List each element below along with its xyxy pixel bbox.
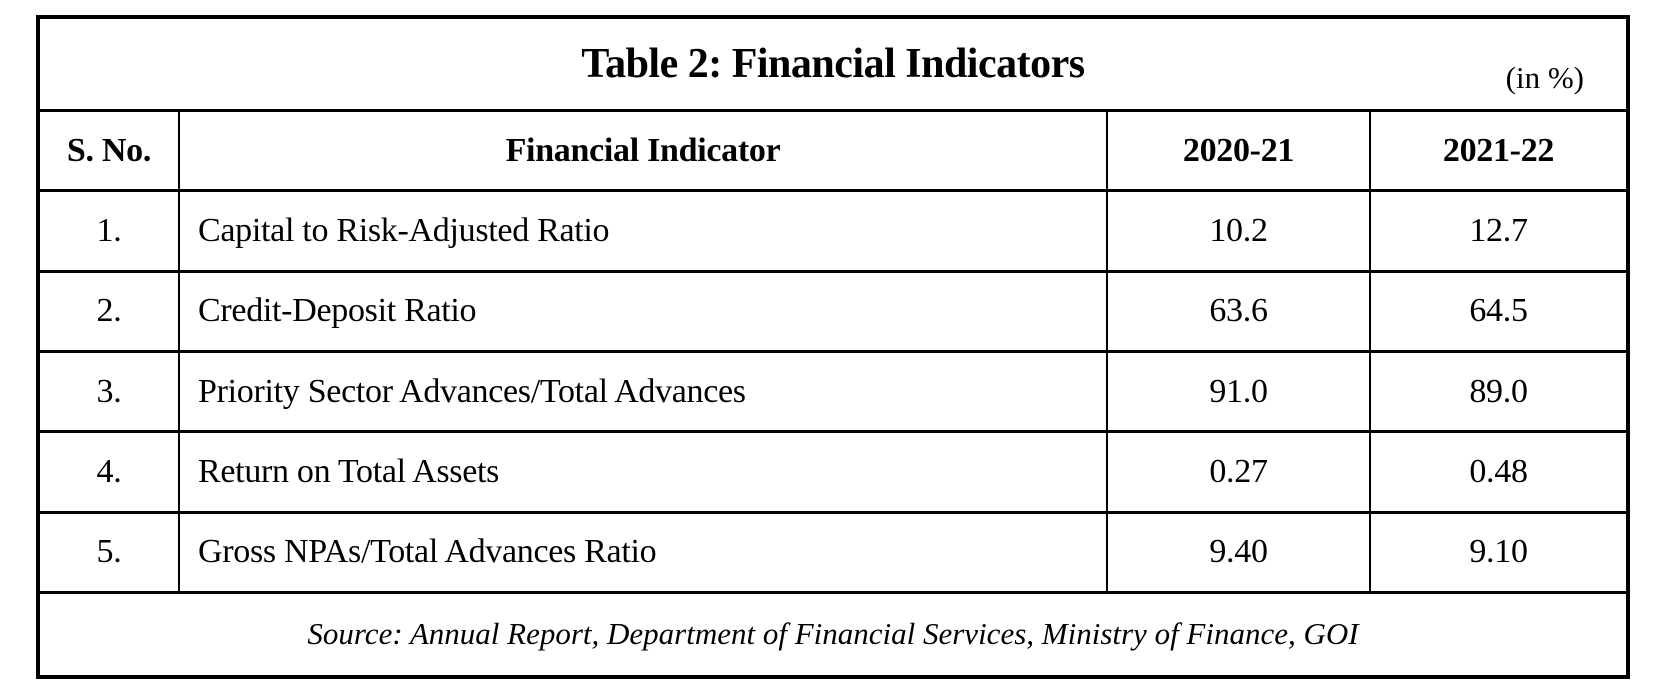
row-sno: 2. xyxy=(40,272,180,350)
row-sno: 4. xyxy=(40,433,180,511)
row-value-2020-21: 63.6 xyxy=(1108,272,1371,350)
column-header-2021-22: 2021-22 xyxy=(1442,131,1555,169)
table-title: Table 2: Financial Indicators xyxy=(581,41,1085,87)
row-indicator: Gross NPAs/Total Advances Ratio xyxy=(180,513,1108,591)
row-indicator: Capital to Risk-Adjusted Ratio xyxy=(180,192,1108,270)
row-indicator: Return on Total Assets xyxy=(180,433,1108,511)
table-header-row: S. No. Financial Indicator 2020-21 2021-… xyxy=(40,112,1626,193)
row-sno: 1. xyxy=(40,192,180,270)
column-header-2020-21: 2020-21 xyxy=(1108,112,1371,190)
row-value-2021-22: 12.7 xyxy=(1469,211,1528,249)
table-row: 2. Credit-Deposit Ratio 63.6 64.5 xyxy=(40,272,1626,353)
row-value-2020-21: 9.40 xyxy=(1108,513,1371,591)
row-value-2020-21: 0.27 xyxy=(1108,433,1371,511)
table-row: 5. Gross NPAs/Total Advances Ratio 9.40 … xyxy=(40,513,1626,594)
row-value-2020-21: 10.2 xyxy=(1108,192,1371,270)
row-indicator: Credit-Deposit Ratio xyxy=(180,272,1108,350)
row-value-2021-22: 9.10 xyxy=(1469,533,1528,571)
source-note: Source: Annual Report, Department of Fin… xyxy=(307,616,1359,652)
table-row: 3. Priority Sector Advances/Total Advanc… xyxy=(40,352,1626,434)
row-sno: 5. xyxy=(40,513,180,591)
column-header-indicator: Financial Indicator xyxy=(180,112,1108,190)
row-value-2021-22: 0.48 xyxy=(1469,452,1528,490)
row-value-2020-21: 91.0 xyxy=(1108,352,1371,431)
row-indicator: Priority Sector Advances/Total Advances xyxy=(180,352,1108,431)
table-source-row: Source: Annual Report, Department of Fin… xyxy=(40,594,1626,675)
row-sno: 3. xyxy=(40,352,180,431)
unit-note: (in %) xyxy=(1505,60,1584,95)
table-row: 1. Capital to Risk-Adjusted Ratio 10.2 1… xyxy=(40,192,1626,273)
row-value-2021-22: 64.5 xyxy=(1469,292,1528,330)
table-row: 4. Return on Total Assets 0.27 0.48 xyxy=(40,433,1626,514)
row-value-2021-22: 89.0 xyxy=(1469,372,1528,410)
financial-indicators-table: Table 2: Financial Indicators (in %) S. … xyxy=(36,15,1630,679)
column-header-sno: S. No. xyxy=(40,112,180,190)
table-title-row: Table 2: Financial Indicators (in %) xyxy=(40,19,1626,112)
